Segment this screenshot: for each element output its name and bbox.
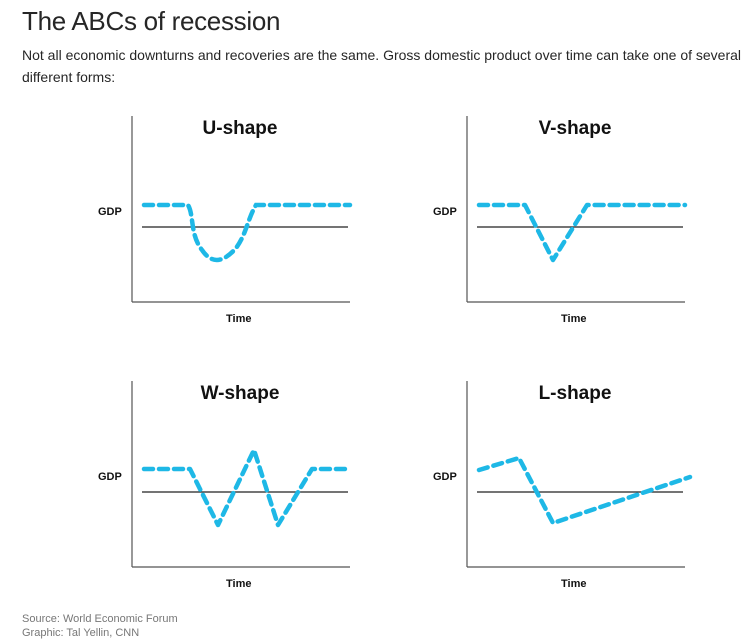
x-axis-label: Time xyxy=(561,578,587,590)
panel-u-shape: U-shape GDP Time xyxy=(90,110,390,330)
page-title: The ABCs of recession xyxy=(22,6,281,36)
panel-title: W-shape xyxy=(200,383,280,404)
credit-text: Graphic: Tal Yellin, CNN xyxy=(22,627,140,639)
y-axis-label: GDP xyxy=(433,206,457,218)
panel-title: V-shape xyxy=(538,118,612,139)
x-axis-label: Time xyxy=(226,313,252,325)
u-shape-graph xyxy=(131,116,353,303)
page-subtitle: Not all economic downturns and recoverie… xyxy=(22,47,742,85)
y-axis-label: GDP xyxy=(98,471,122,483)
panel-l-shape: L-shape GDP Time xyxy=(425,375,725,595)
y-axis-label: GDP xyxy=(98,206,122,218)
gdp-line xyxy=(141,202,353,263)
gdp-line xyxy=(476,202,688,263)
panel-title: L-shape xyxy=(538,383,612,404)
panel-w-shape: W-shape GDP Time xyxy=(90,375,390,595)
w-shape-graph xyxy=(131,381,353,568)
v-shape-graph xyxy=(466,116,688,303)
gdp-line xyxy=(476,455,693,526)
y-axis-label: GDP xyxy=(433,471,457,483)
panel-v-shape: V-shape GDP Time xyxy=(425,110,725,330)
l-shape-graph xyxy=(466,381,693,568)
x-axis-label: Time xyxy=(561,313,587,325)
source-note: Source: World Economic Forum Graphic: Ta… xyxy=(22,612,178,640)
x-axis-label: Time xyxy=(226,578,252,590)
source-text: Source: World Economic Forum xyxy=(22,613,178,625)
gdp-line xyxy=(141,447,353,528)
panel-title: U-shape xyxy=(202,118,278,139)
